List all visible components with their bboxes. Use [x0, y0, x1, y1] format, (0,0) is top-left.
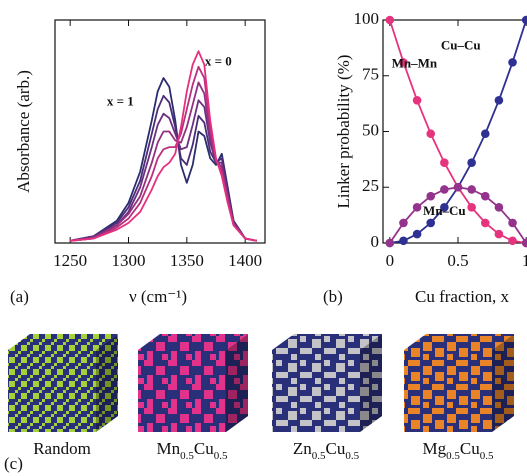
data-point — [508, 218, 517, 228]
data-point — [467, 203, 476, 212]
cubes — [8, 334, 514, 432]
data-point — [480, 129, 490, 139]
data-point — [494, 203, 504, 212]
series-line — [70, 65, 257, 242]
data-point — [426, 218, 436, 228]
plot-frame — [54, 19, 266, 244]
x-tick-label: 1350 — [170, 251, 204, 270]
data-point — [399, 236, 408, 246]
label-part: Random — [33, 439, 91, 458]
label-part: 0.5 — [214, 450, 228, 462]
cube — [8, 334, 118, 432]
cube — [272, 334, 382, 432]
label-part: Zn — [293, 439, 312, 458]
cube-label: Mn0.5Cu0.5 — [157, 439, 228, 462]
data-point — [494, 95, 504, 105]
plot-area — [70, 50, 257, 242]
data-point — [494, 229, 504, 239]
data-point — [521, 15, 527, 25]
series-line — [70, 81, 257, 242]
series-line — [70, 99, 257, 242]
label-part: Mg — [423, 439, 447, 458]
annotation: Mn–Mn — [392, 56, 438, 71]
data-point — [426, 129, 436, 139]
panel-label: (a) — [10, 287, 29, 306]
y-tick-label: 50 — [362, 120, 379, 139]
data-point — [467, 185, 476, 194]
x-tick-label: 1300 — [112, 251, 146, 270]
data-point — [508, 236, 517, 246]
annotation: Mn–Cu — [423, 203, 466, 218]
data-point — [412, 95, 422, 105]
label-part: Cu — [326, 439, 346, 458]
data-point — [426, 191, 436, 201]
annotation: x = 1 — [107, 93, 134, 108]
y-axis-label: Absorbance (arb.) — [14, 70, 33, 193]
label-part: 0.5 — [312, 450, 326, 462]
data-point — [412, 203, 422, 212]
data-point — [508, 58, 517, 67]
y-tick-label: 25 — [362, 176, 379, 195]
panel-label: (b) — [323, 287, 343, 306]
data-point — [385, 238, 395, 248]
plot-area — [385, 15, 527, 248]
series-line — [70, 77, 257, 242]
x-tick-label: 1400 — [228, 251, 262, 270]
data-point — [521, 238, 527, 248]
data-point — [385, 15, 395, 25]
y-tick-label: 75 — [362, 65, 379, 84]
data-point — [480, 191, 490, 201]
label-part: Cu — [460, 439, 480, 458]
x-axis-label: ν (cm⁻¹) — [129, 287, 187, 306]
series-line — [70, 50, 257, 242]
data-point — [440, 185, 449, 194]
y-tick-label: 100 — [354, 9, 380, 28]
data-point — [440, 203, 449, 212]
x-tick-label: 0.5 — [447, 251, 468, 270]
label-part: 0.5 — [480, 450, 494, 462]
annotation: x = 0 — [205, 53, 232, 68]
label-part: 0.5 — [345, 450, 359, 462]
x-tick-label: 1 — [522, 251, 527, 270]
data-point — [399, 58, 408, 67]
cube — [404, 334, 514, 432]
cube-label: Mg0.5Cu0.5 — [423, 439, 494, 462]
x-tick-label: 1250 — [53, 251, 87, 270]
annotation: Cu–Cu — [441, 38, 481, 53]
y-axis-label: Linker probability (%) — [334, 55, 353, 209]
cube-label: Zn0.5Cu0.5 — [293, 439, 360, 462]
label-part: Mn — [157, 439, 181, 458]
label-part: Cu — [194, 439, 214, 458]
x-axis-label: Cu fraction, x — [415, 287, 509, 306]
data-point — [412, 229, 422, 239]
y-tick-label: 0 — [371, 232, 380, 251]
label-part: 0.5 — [446, 450, 460, 462]
data-point — [399, 218, 408, 228]
cube — [138, 334, 248, 432]
panel-label: (c) — [4, 454, 23, 473]
data-point — [453, 182, 463, 192]
x-tick-label: 0 — [386, 251, 395, 270]
label-part: 0.5 — [180, 450, 194, 462]
cube-label: Random — [33, 439, 91, 458]
data-point — [480, 218, 490, 228]
data-point — [467, 158, 476, 168]
data-point — [440, 158, 449, 168]
